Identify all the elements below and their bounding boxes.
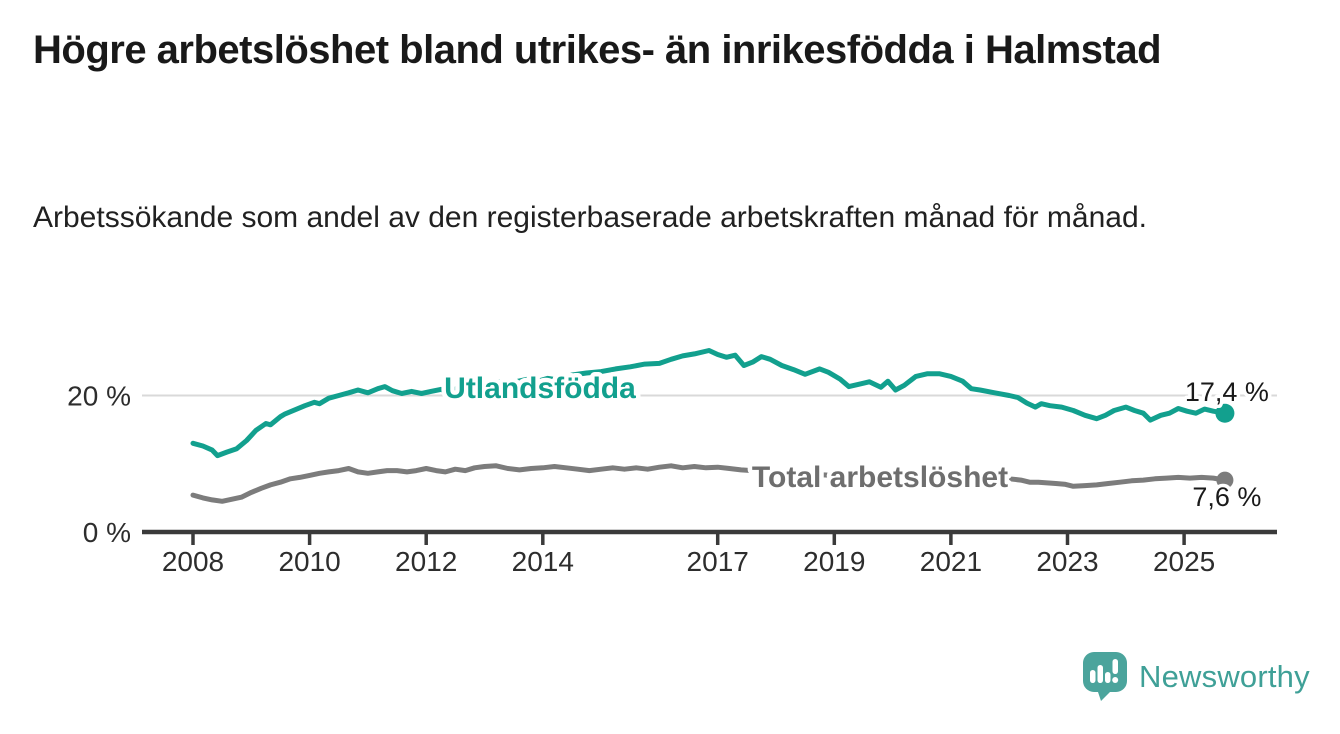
chart-subtitle: Arbetssökande som andel av den registerb… xyxy=(33,201,1147,234)
x-tick-label: 2012 xyxy=(395,546,457,577)
y-tick-label: 20 % xyxy=(67,381,131,412)
newsworthy-logo-text: Newsworthy xyxy=(1139,658,1310,694)
x-tick-label: 2025 xyxy=(1153,546,1215,577)
end-value-label-total: 7,6 % xyxy=(1192,482,1261,512)
x-tick-label: 2008 xyxy=(162,546,224,577)
line-chart: Utlandsfödda Total arbetslöshet 17,4 % 7,6 … xyxy=(67,348,1277,577)
series-end-dot-total xyxy=(1216,471,1234,489)
x-tick-label: 2023 xyxy=(1036,546,1098,577)
series-label-utlandsfodda: Utlandsfödda xyxy=(444,372,636,405)
series-label-total: Total arbetslöshet xyxy=(752,461,1008,494)
series-line-total xyxy=(190,463,1228,504)
x-tick-label: 2010 xyxy=(278,546,340,577)
series-line-utlandsfodda xyxy=(190,348,1228,459)
x-tick-label: 2017 xyxy=(687,546,749,577)
x-tick-label: 2021 xyxy=(920,546,982,577)
x-tick-label: 2014 xyxy=(512,546,574,577)
series-end-dot-utlandsfodda xyxy=(1215,403,1235,423)
x-tick-label: 2019 xyxy=(803,546,865,577)
newsworthy-logo: Newsworthy xyxy=(1082,651,1310,702)
end-value-label-utlandsfodda: 17,4 % xyxy=(1185,377,1269,407)
newsworthy-speech-bubble-icon xyxy=(1083,652,1127,701)
chart-title: Högre arbetslöshet bland utrikes- än inr… xyxy=(33,28,1162,72)
y-tick-label: 0 % xyxy=(83,517,131,548)
